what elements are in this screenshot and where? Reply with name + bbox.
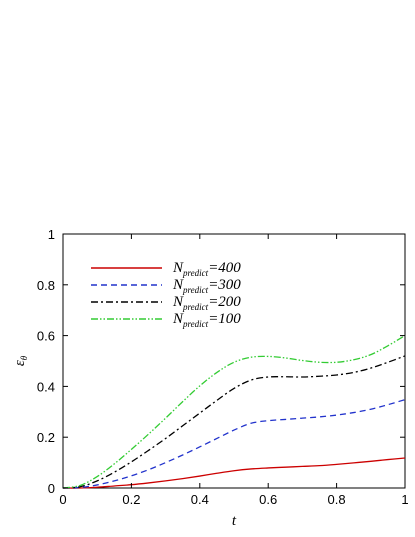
- series-line-100: [62, 335, 406, 489]
- plot-area: 0 0.2 0.4 0.6 0.8 1 0 0.2 0.4 0.6 0.8 1: [37, 227, 409, 507]
- x-tick-label: 1: [401, 492, 408, 507]
- legend-label-sub: predict: [182, 285, 209, 295]
- y-axis-title-sub: θ: [19, 355, 29, 360]
- x-tick-label: 0.2: [122, 492, 140, 507]
- series-line-300: [62, 398, 406, 489]
- y-tick-label: 0.6: [37, 329, 55, 344]
- x-tick-label: 0: [59, 492, 66, 507]
- x-tick-label: 0.6: [259, 492, 277, 507]
- series-line-200: [62, 355, 406, 489]
- legend-label-base: N: [172, 260, 184, 276]
- x-axis-title: t: [232, 513, 237, 529]
- legend-label-base: N: [172, 277, 184, 293]
- ticks-layer: 0 0.2 0.4 0.6 0.8 1 0 0.2 0.4 0.6 0.8 1: [37, 227, 409, 507]
- plot-frame: [62, 233, 406, 489]
- legend-label: Npredict=200: [172, 294, 241, 312]
- y-tick-label: 0: [48, 481, 55, 496]
- legend-label-suffix: =300: [208, 277, 241, 293]
- legend-label-suffix: =200: [208, 294, 241, 310]
- y-tick-label: 0.8: [37, 278, 55, 293]
- y-tick-label: 0.4: [37, 379, 55, 394]
- series-line-400: [62, 457, 406, 489]
- legend: Npredict=400Npredict=300Npredict=200Npre…: [91, 260, 241, 329]
- series-layer: [62, 335, 406, 489]
- legend-label-sub: predict: [182, 319, 209, 329]
- x-tick-label: 0.8: [328, 492, 346, 507]
- y-tick-label: 1: [48, 227, 55, 242]
- legend-label-suffix: =100: [208, 311, 241, 327]
- legend-label: Npredict=100: [172, 311, 241, 329]
- legend-label-sub: predict: [182, 268, 209, 278]
- legend-label-sub: predict: [182, 302, 209, 312]
- legend-label-base: N: [172, 311, 184, 327]
- y-tick-label: 0.2: [37, 430, 55, 445]
- x-tick-label: 0.4: [191, 492, 209, 507]
- y-axis-title: εθ: [12, 355, 29, 366]
- legend-label-suffix: =400: [208, 260, 241, 276]
- legend-label: Npredict=300: [172, 277, 241, 295]
- legend-label-base: N: [172, 294, 184, 310]
- legend-label: Npredict=400: [172, 260, 241, 278]
- y-axis-title-main: ε: [12, 360, 28, 366]
